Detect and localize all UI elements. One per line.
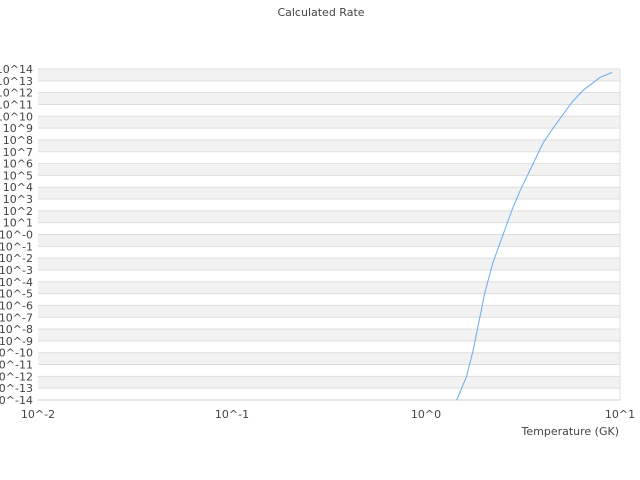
y-tick-label: 10^1 [3,217,33,230]
plot-band [38,317,620,330]
x-axis-label: Temperature (GK) [521,425,620,438]
plot-band [38,151,620,164]
plot-band [38,116,620,129]
plot-band [38,234,620,247]
plot-band [38,80,620,93]
plot-band [38,163,620,176]
y-tick-label: 10^11 [0,98,33,111]
y-tick-label: 10^12 [0,87,33,100]
plot-band [38,104,620,117]
y-tick-label: 10^-14 [0,394,33,407]
y-tick-label: 10^-7 [0,311,33,324]
plot-band [38,139,620,152]
plot-band [38,128,620,140]
y-tick-label: 10^9 [3,122,33,135]
plot-band [38,388,620,400]
y-tick-label: 10^8 [3,134,33,147]
y-tick-label: 10^7 [3,146,33,159]
plot-band [38,305,620,318]
y-tick-label: 10^-13 [0,382,33,395]
y-tick-label: 10^-1 [0,240,33,253]
y-tick-label: 10^-12 [0,370,33,383]
plot-band [38,376,620,389]
y-tick-label: 10^3 [3,193,33,206]
x-axis: 10^-2 10^-1 10^0 10^1 [21,408,635,421]
y-tick-label: 10^-0 [0,229,33,242]
plot-band [38,175,620,188]
y-tick-label: 10^6 [3,158,33,171]
series-line [456,72,613,401]
plot-band [38,210,620,223]
y-tick-label: 10^-10 [0,347,33,360]
y-tick-label: 10^-6 [0,299,33,312]
y-tick-label: 10^-8 [0,323,33,336]
chart-title: Calculated Rate [277,6,364,19]
y-tick-label: 10^-4 [0,276,33,289]
plot-band [38,281,620,294]
plot-band [38,258,620,270]
plot-band [38,340,620,353]
y-axis: 10^1410^1310^1210^1110^1010^910^810^710^… [0,63,33,407]
plot-band [38,187,620,200]
plot-band [38,69,620,81]
x-tick-label: 10^1 [605,408,635,421]
plot-band [38,352,620,365]
y-tick-label: 10^5 [3,169,33,182]
plot-band [38,269,620,282]
x-tick-label: 10^-2 [21,408,55,421]
y-tick-label: 10^10 [0,110,33,123]
plot-band [38,222,620,235]
plot-band [38,246,620,259]
plot-band [38,364,620,377]
x-tick-label: 10^-1 [215,408,249,421]
x-tick-label: 10^0 [411,408,441,421]
plot-band [38,293,620,306]
plot-band [38,329,620,341]
y-tick-label: 10^-3 [0,264,33,277]
plot-band [38,92,620,105]
y-tick-label: 10^-2 [0,252,33,265]
y-tick-label: 10^-11 [0,359,33,372]
y-tick-label: 10^2 [3,205,33,218]
y-tick-label: 10^13 [0,75,33,88]
y-tick-label: 10^-5 [0,288,33,301]
y-tick-label: 10^14 [0,63,33,76]
y-tick-label: 10^4 [3,181,33,194]
plot-bands [38,68,621,401]
plot-band [38,199,620,211]
y-tick-label: 10^-9 [0,335,33,348]
